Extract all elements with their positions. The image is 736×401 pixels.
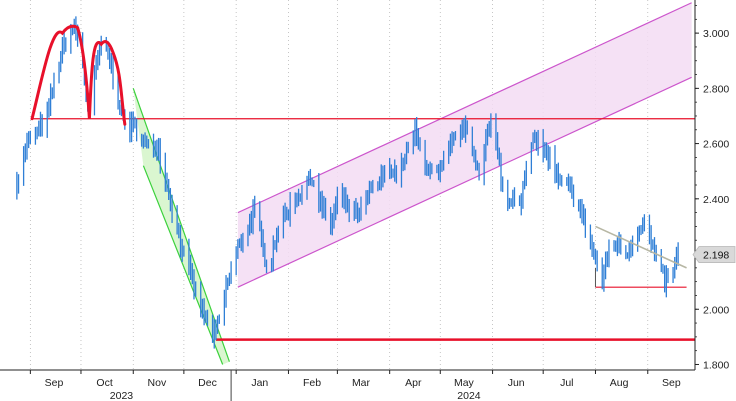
flag-line	[595, 225, 687, 269]
up-channel-fill	[237, 2, 692, 288]
x-tick-label: Feb	[303, 377, 321, 389]
x-tick-label: Sep	[45, 377, 64, 389]
y-tick-label: 1.800	[703, 359, 729, 371]
x-tick-label: Dec	[198, 377, 217, 389]
year-label: 2023	[110, 390, 134, 401]
down-channel-lower-line	[142, 165, 224, 365]
y-tick-label: 2.800	[703, 83, 729, 95]
last-value-label: 2.198	[703, 250, 729, 262]
head-and-shoulders	[30, 24, 127, 126]
y-tick-label: 2.400	[703, 194, 729, 206]
x-tick-label: Sep	[662, 377, 681, 389]
x-tick-label: Apr	[405, 377, 422, 389]
up-channel-lower-line	[237, 76, 692, 288]
x-tick-label: Nov	[148, 377, 167, 389]
head-and-shoulders-curve	[30, 24, 127, 126]
y-tick-label: 2.600	[703, 139, 729, 151]
down-channel	[132, 88, 230, 365]
price-series	[16, 16, 679, 349]
up-channel-upper-line	[237, 2, 692, 214]
last-value-box	[692, 246, 736, 263]
x-tick-label: May	[454, 377, 475, 389]
x-tick-label: Oct	[96, 377, 112, 389]
x-axis: Sep Oct Nov Dec Jan Feb Mar Apr May Jun Jul Aug Sep 2…	[0, 369, 695, 401]
horizontal-lines	[32, 118, 695, 341]
x-tick-label: Mar	[352, 377, 371, 389]
x-tick-label: Jul	[560, 377, 573, 389]
x-tick-label: Jun	[508, 377, 525, 389]
x-tick-label: Jan	[251, 377, 268, 389]
year-label: 2024	[457, 390, 481, 401]
down-channel-upper-line	[132, 88, 230, 362]
flag-line	[595, 225, 687, 269]
y-tick-label: 2.000	[703, 304, 729, 316]
last-value-label-group: 2.198	[692, 246, 736, 263]
up-channel	[237, 2, 692, 288]
x-tick-label: Aug	[610, 377, 629, 389]
y-tick-label: 3.000	[703, 28, 729, 40]
